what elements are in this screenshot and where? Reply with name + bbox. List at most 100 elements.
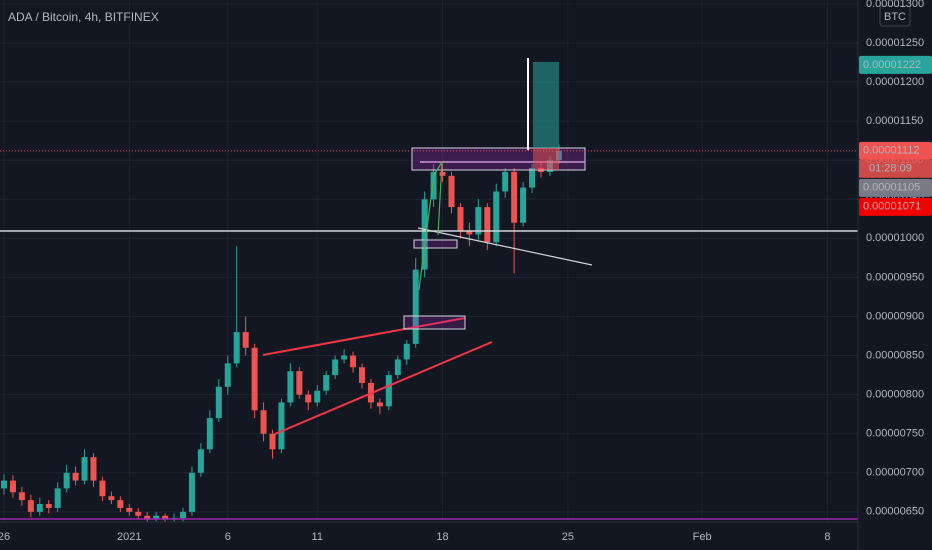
candle-body: [350, 355, 357, 368]
x-tick-label: 25: [562, 531, 574, 543]
candle-body: [45, 504, 52, 508]
candle-body: [439, 171, 446, 176]
price-tag-label: 0.00001105: [863, 182, 920, 194]
candle-body: [27, 500, 34, 512]
trend-line: [262, 317, 466, 356]
candle-body: [421, 199, 428, 270]
candle-body: [153, 515, 160, 520]
candle-body: [1, 480, 7, 489]
price-tag-label: 0.00001112: [863, 145, 919, 157]
countdown: 01:28:09: [869, 163, 912, 175]
candle-body: [341, 355, 348, 360]
candle-body: [475, 207, 482, 235]
x-tick-label: 6: [225, 531, 231, 543]
candle-body: [269, 433, 276, 450]
pattern: [418, 161, 443, 291]
candle-body: [448, 175, 455, 208]
candle-body: [430, 171, 437, 200]
candle-body: [359, 367, 365, 383]
x-tick-label: 2021: [117, 531, 141, 543]
candle-body: [412, 269, 419, 344]
price-tag-label: 0.00001222: [863, 59, 921, 71]
y-tick-label: 0.00001150: [866, 115, 923, 127]
candle-body: [305, 394, 312, 403]
x-tick-label: Feb: [693, 531, 712, 543]
drawings: [0, 58, 858, 520]
y-tick-label: 0.00000850: [866, 349, 924, 361]
price-tag: [859, 55, 932, 74]
candle-body: [108, 496, 115, 501]
candle-body: [99, 480, 106, 497]
candle-body: [296, 371, 303, 395]
candle-body: [287, 371, 294, 403]
trend-line: [417, 227, 593, 266]
chart-title: ADA / Bitcoin, 4h, BITFINEX: [8, 10, 159, 24]
candle-body: [502, 171, 509, 192]
candle-body: [18, 492, 25, 501]
candle-body: [251, 347, 258, 411]
candle-body: [457, 207, 464, 231]
y-tick-label: 0.00001300: [866, 0, 924, 10]
candle-body: [36, 504, 43, 512]
y-tick-label: 0.00001250: [866, 37, 924, 49]
y-tick-label: 0.00001200: [866, 76, 924, 88]
candle-body: [197, 449, 204, 473]
x-tick-label: 8: [824, 531, 830, 543]
candle-body: [376, 402, 383, 407]
candle-body: [332, 359, 339, 376]
candle-body: [180, 511, 186, 519]
candle-body: [90, 457, 97, 481]
candle-body: [511, 171, 518, 223]
candle-body: [323, 375, 330, 391]
countdown-tag: [859, 159, 932, 178]
target-zone: [533, 62, 559, 148]
box: [403, 315, 466, 330]
y-tick-label: 0.00000650: [866, 506, 924, 518]
y-tick-label: 0.00000800: [866, 389, 924, 401]
candle-body: [135, 511, 142, 516]
candle-body: [385, 375, 392, 407]
candle-body: [466, 230, 473, 235]
candle-body: [215, 386, 222, 419]
y-tick-label: 0.00000700: [866, 467, 924, 479]
price-tag: [859, 178, 932, 197]
candles: [1, 144, 562, 522]
y-tick-label: 0.00001000: [866, 232, 924, 244]
currency-badge[interactable]: [879, 5, 911, 27]
price-tag: [859, 141, 932, 160]
candle-body: [403, 343, 410, 360]
candle-body: [63, 472, 70, 489]
grid: [0, 0, 858, 522]
candle-body: [233, 332, 240, 364]
candle-body: [9, 480, 16, 493]
candle-body: [260, 410, 267, 434]
candle-body: [529, 168, 536, 188]
trend-line: [274, 341, 493, 435]
y-tick-label: 0.00000950: [866, 271, 924, 283]
candle-body: [144, 515, 151, 520]
candle-body: [520, 187, 527, 223]
currency: BTC: [884, 11, 906, 23]
stop-zone: [533, 148, 559, 170]
candle-body: [278, 402, 285, 450]
candle-body: [242, 332, 249, 348]
candle-body: [484, 207, 491, 243]
candle-body: [117, 500, 124, 508]
candle-body: [162, 515, 169, 520]
candle-body: [314, 390, 321, 403]
box: [413, 239, 458, 249]
candle-body: [206, 418, 213, 450]
candle-body: [224, 363, 231, 387]
price-tag: [859, 197, 932, 216]
x-tick-label: 18: [436, 531, 448, 543]
candle-body: [394, 359, 401, 376]
x-tick-label: 11: [312, 531, 323, 543]
candle-body: [54, 488, 61, 508]
candle-body: [81, 457, 88, 481]
price-tag-label: 0.00001071: [863, 201, 921, 213]
x-tick-label: 26: [0, 531, 10, 543]
candle-body: [126, 507, 133, 512]
